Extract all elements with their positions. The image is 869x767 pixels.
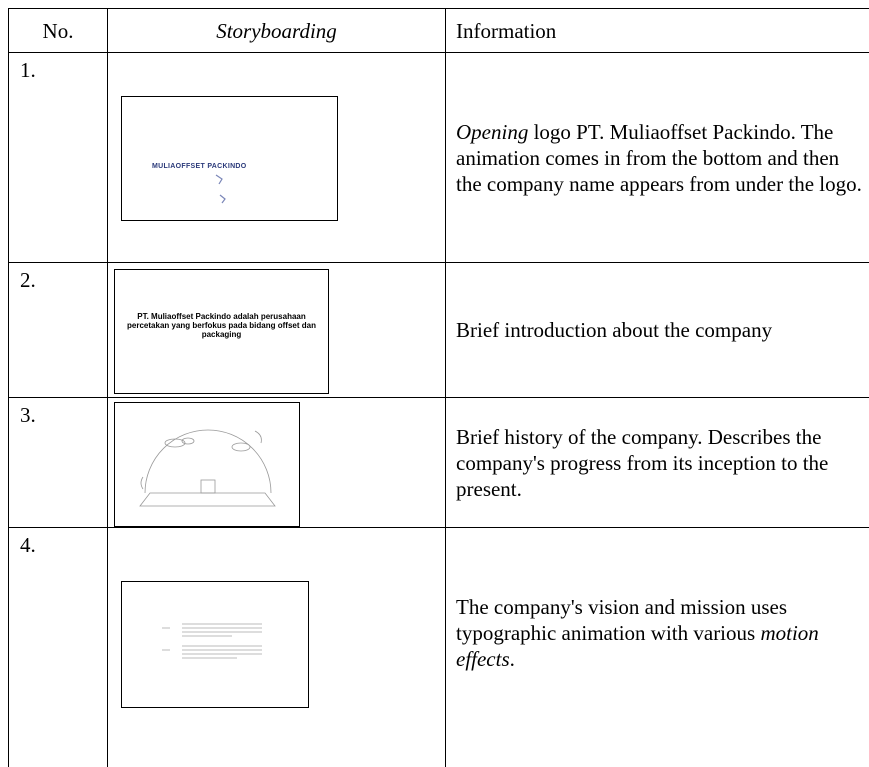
- header-cell: No.: [8, 8, 107, 52]
- info-segment: Brief history of the company. Describes …: [456, 424, 834, 501]
- info-segment: .: [509, 646, 515, 671]
- info-cell: Brief history of the company. Describes …: [445, 397, 869, 527]
- row-number: 1.: [20, 58, 36, 82]
- row-number: 4.: [20, 533, 36, 557]
- header-text: Storyboarding: [216, 18, 337, 43]
- thumbnail: [121, 581, 309, 708]
- storyboard-cell: PT. Muliaoffset Packindo adalah perusaha…: [107, 262, 445, 397]
- thumbnail: MULIAOFFSET PACKINDO: [121, 96, 338, 221]
- header-text: No.: [42, 18, 74, 43]
- info-text: The company's vision and mission uses ty…: [456, 594, 867, 672]
- info-segment: The company's vision and mission uses ty…: [456, 594, 793, 645]
- info-cell: Brief introduction about the company: [445, 262, 869, 397]
- number-cell: 4.: [8, 527, 107, 767]
- row-number: 2.: [20, 268, 36, 292]
- info-segment: logo PT. Muliaoffset Packindo. The anima…: [456, 119, 862, 196]
- storyboard-cell: MULIAOFFSET PACKINDO: [107, 52, 445, 262]
- logo-graphic: [215, 174, 226, 204]
- info-segment: Brief introduction about the company: [456, 318, 773, 342]
- number-cell: 1.: [8, 52, 107, 262]
- header-cell: Information: [445, 8, 869, 52]
- storyboard-cell: [107, 527, 445, 767]
- header-text: Information: [456, 18, 557, 43]
- info-segment: Opening: [456, 119, 529, 144]
- info-cell: The company's vision and mission uses ty…: [445, 527, 869, 767]
- row-number: 3.: [20, 403, 36, 427]
- info-segment: motion effects: [456, 620, 825, 671]
- storyboard-cell: [107, 397, 445, 527]
- thumbnail-text: PT. Muliaoffset Packindo adalah perusaha…: [127, 312, 316, 339]
- number-cell: 2.: [8, 262, 107, 397]
- info-text: Opening logo PT. Muliaoffset Packindo. T…: [456, 119, 867, 197]
- thumbnail-text: MULIAOFFSET PACKINDO: [152, 163, 247, 170]
- history-graphic: [139, 429, 276, 507]
- number-cell: 3.: [8, 397, 107, 527]
- thumbnail: PT. Muliaoffset Packindo adalah perusaha…: [114, 269, 329, 394]
- info-text: Brief introduction about the company: [456, 317, 772, 343]
- info-text: Brief history of the company. Describes …: [456, 424, 867, 502]
- header-cell: Storyboarding: [107, 8, 445, 52]
- thumbnail: [114, 402, 300, 527]
- vision-mission-graphic: [162, 623, 262, 659]
- info-cell: Opening logo PT. Muliaoffset Packindo. T…: [445, 52, 869, 262]
